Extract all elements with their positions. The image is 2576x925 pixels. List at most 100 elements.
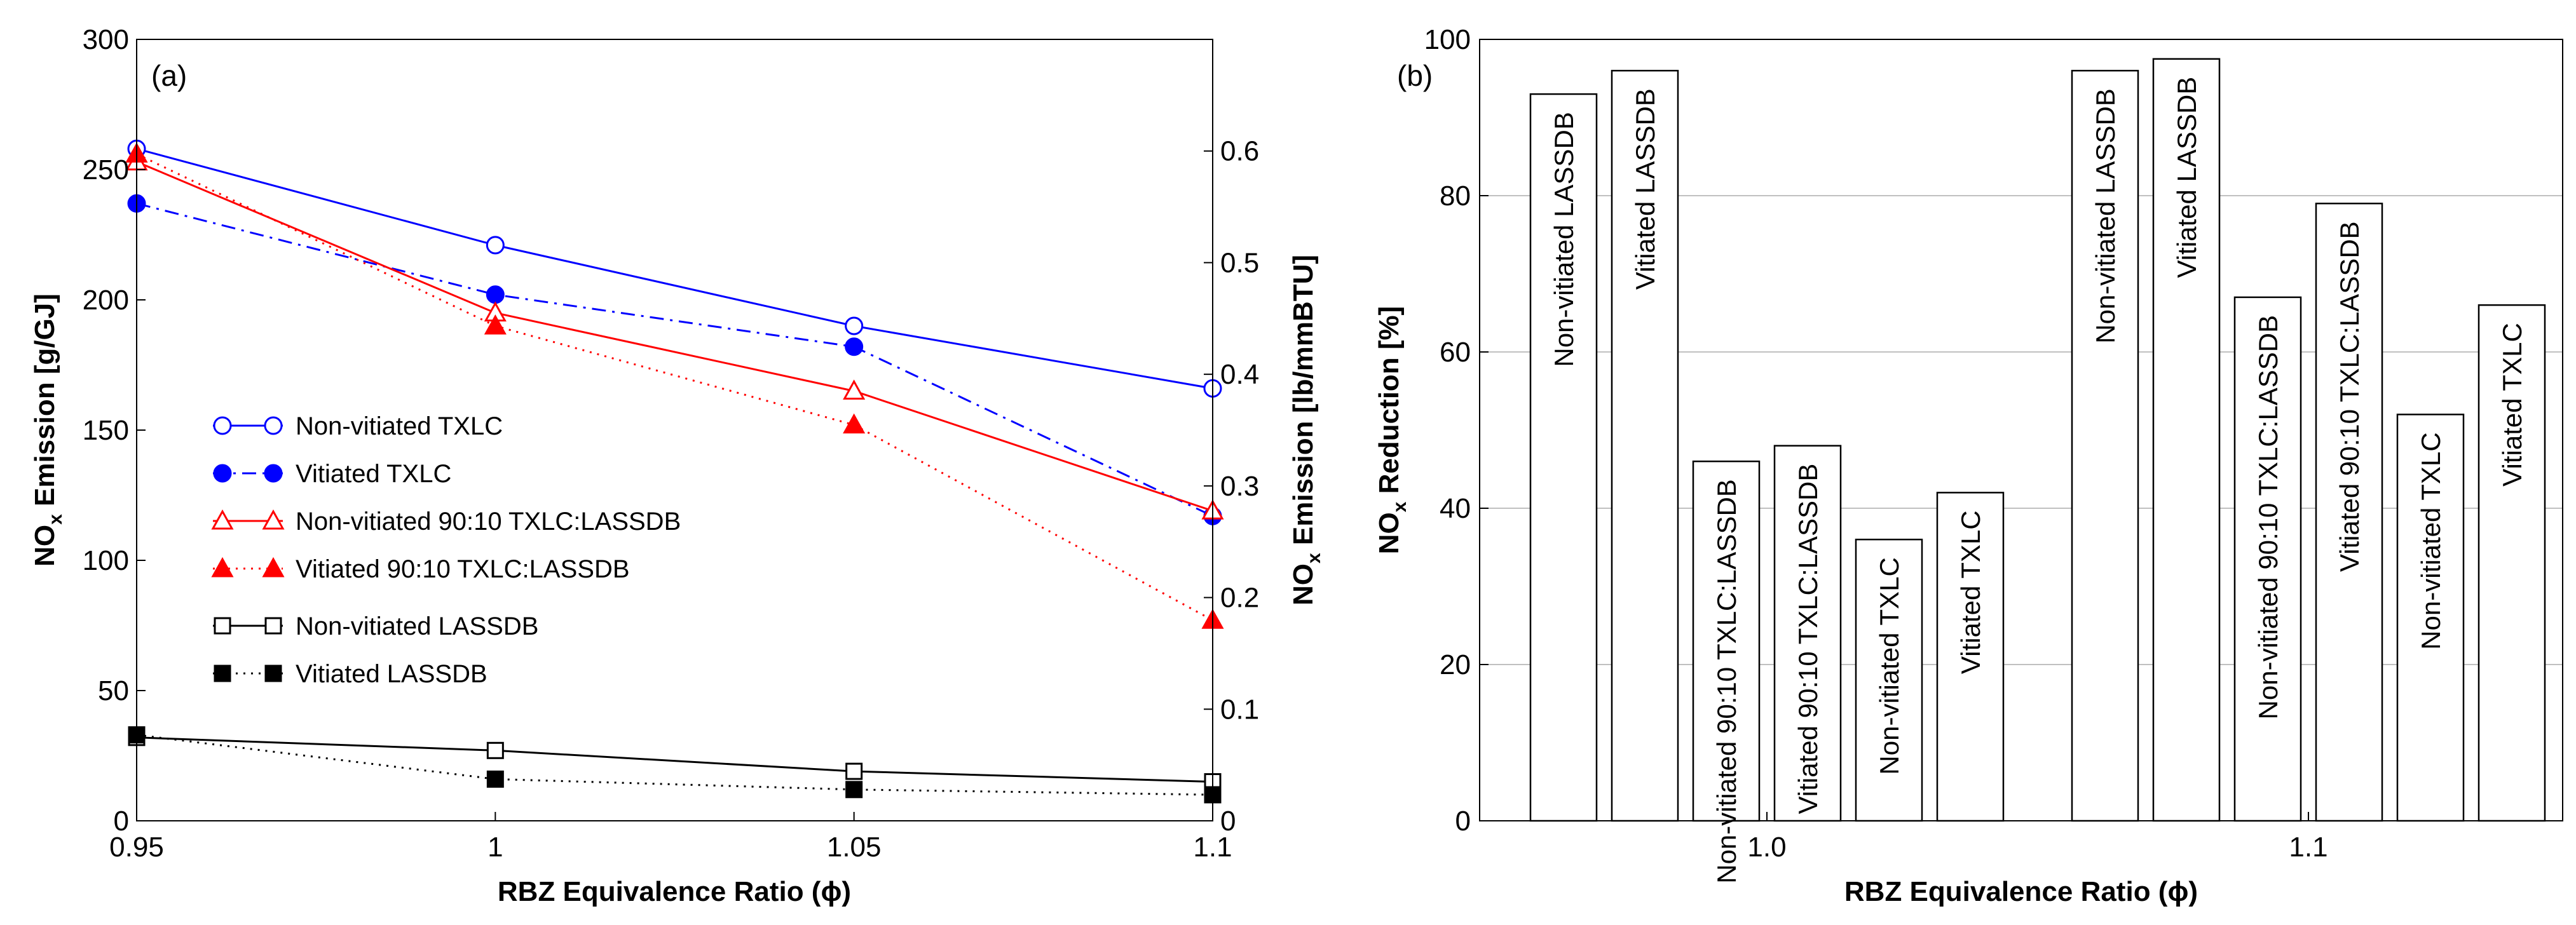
data-point bbox=[845, 316, 864, 335]
legend-label: Non-vitiated TXLC bbox=[296, 412, 503, 440]
chart-b-frame bbox=[1479, 39, 2563, 821]
y-tick-label: 40 bbox=[1440, 493, 1471, 524]
y-tick-label-right: 0.2 bbox=[1220, 583, 1259, 614]
chart-b-y-axis-label: NOx Reduction [%] bbox=[1373, 306, 1410, 555]
y-tick-label: 0 bbox=[1455, 806, 1471, 837]
bar bbox=[2233, 296, 2302, 822]
legend-marker bbox=[264, 416, 283, 435]
bar bbox=[2396, 414, 2465, 822]
legend-item: Non-vitiated 90:10 TXLC:LASSDB bbox=[211, 508, 681, 536]
legend-item: Vitiated TXLC bbox=[213, 460, 451, 488]
bar-label: Vitiated 90:10 TXLC:LASSDB bbox=[2334, 221, 2364, 572]
y-tick-label: 100 bbox=[1424, 24, 1471, 55]
x-tick-label: 0.95 bbox=[109, 832, 164, 863]
bar-label: Vitiated TXLC bbox=[2497, 323, 2527, 487]
data-point bbox=[486, 236, 505, 255]
legend-marker bbox=[214, 665, 231, 682]
bar-label: Non-vitiated LASSDB bbox=[1549, 112, 1579, 367]
y-tick-label-right: 0.6 bbox=[1220, 136, 1259, 167]
legend-marker bbox=[211, 509, 234, 530]
chart-a-x-axis-label: RBZ Equivalence Ratio (ϕ) bbox=[498, 876, 851, 907]
bar-label: Vitiated LASSDB bbox=[2172, 77, 2202, 278]
y-tick-label-left: 100 bbox=[83, 545, 129, 576]
bar bbox=[1936, 492, 2005, 822]
series-line bbox=[136, 147, 1213, 389]
bar-label: Non-vitiated TXLC bbox=[2416, 432, 2446, 649]
y-tick-label-right: 0.1 bbox=[1220, 694, 1259, 725]
data-point bbox=[486, 285, 505, 304]
y-tick-label-left: 0 bbox=[114, 806, 129, 837]
data-point bbox=[486, 741, 504, 759]
y-tick-label: 20 bbox=[1440, 649, 1471, 680]
legend-marker bbox=[213, 464, 232, 483]
y-tick-label-right: 0.4 bbox=[1220, 359, 1259, 390]
chart-b-panel-label: (b) bbox=[1397, 59, 1433, 92]
legend-item: Non-vitiated LASSDB bbox=[213, 612, 538, 640]
legend-marker bbox=[264, 464, 283, 483]
y-tick-label-right: 0.3 bbox=[1220, 471, 1259, 502]
legend-marker bbox=[262, 509, 285, 530]
legend-item: Non-vitiated TXLC bbox=[213, 412, 503, 440]
y-tick-label: 60 bbox=[1440, 337, 1471, 368]
bar-label: Non-vitiated 90:10 TXLC:LASSDB bbox=[1712, 479, 1741, 884]
y-tick-label: 80 bbox=[1440, 180, 1471, 212]
bar-label: Vitiated LASSDB bbox=[1630, 88, 1660, 290]
legend-marker bbox=[211, 557, 234, 577]
legend-marker bbox=[262, 557, 285, 577]
x-tick-label: 1.0 bbox=[1747, 832, 1786, 863]
y-tick-label-left: 250 bbox=[83, 154, 129, 186]
bar-label: Vitiated TXLC bbox=[1956, 510, 1986, 674]
data-point bbox=[484, 314, 507, 335]
bar-label: Non-vitiated TXLC bbox=[1874, 557, 1904, 774]
legend-label: Vitiated TXLC bbox=[296, 460, 451, 488]
legend-label: Non-vitiated 90:10 TXLC:LASSDB bbox=[296, 508, 681, 536]
y-tick-label-left: 150 bbox=[83, 415, 129, 446]
y-tick-label-left: 50 bbox=[98, 675, 129, 706]
series-line bbox=[136, 161, 1213, 512]
series-line bbox=[136, 202, 1213, 517]
y-tick-label-right: 0.5 bbox=[1220, 247, 1259, 278]
y-tick-label-left: 300 bbox=[83, 24, 129, 55]
x-tick-label: 1.05 bbox=[827, 832, 882, 863]
chart-a-panel-label: (a) bbox=[151, 59, 187, 92]
bar bbox=[1611, 69, 1679, 822]
bar-label: Vitiated 90:10 TXLC:LASSDB bbox=[1793, 464, 1823, 814]
legend-label: Vitiated 90:10 TXLC:LASSDB bbox=[296, 555, 630, 583]
chart-a-legend: Non-vitiated TXLC Vitiated TXLC Non-vitiat… bbox=[211, 412, 681, 688]
bar bbox=[2477, 304, 2546, 822]
legend-item: Vitiated 90:10 TXLC:LASSDB bbox=[211, 555, 630, 583]
chart-a: 0 50 100 150 200 250 300 0 0.1 0.2 0.3 0.4 0.5 0.6 0.9… bbox=[29, 24, 1325, 907]
data-point bbox=[843, 379, 866, 400]
bar bbox=[2315, 203, 2383, 822]
bar bbox=[1855, 538, 1923, 822]
legend-marker bbox=[264, 617, 282, 635]
data-point bbox=[845, 781, 863, 799]
legend-label: Non-vitiated LASSDB bbox=[296, 612, 538, 640]
chart-a-y-axis-label-left: NOx Emission [g/GJ] bbox=[29, 294, 66, 567]
y-tick-label-left: 200 bbox=[83, 285, 129, 316]
series-line bbox=[136, 736, 1213, 783]
bar-label: Non-vitiated 90:10 TXLC:LASSDB bbox=[2253, 315, 2283, 720]
legend-item: Vitiated LASSDB bbox=[213, 660, 487, 688]
legend-marker bbox=[214, 617, 231, 635]
chart-a-y-axis-label-right: NOx Emission [lb/mmBTU] bbox=[1288, 255, 1325, 605]
chart-b: Non-vitiated LASSDB Vitiated LASSDB Non-vi… bbox=[1373, 24, 2563, 907]
bar-label: Non-vitiated LASSDB bbox=[2090, 88, 2120, 344]
x-tick-label: 1.1 bbox=[2289, 832, 2327, 863]
bar bbox=[2152, 58, 2221, 822]
bar bbox=[1529, 93, 1598, 822]
x-tick-label: 1 bbox=[487, 832, 503, 863]
legend-marker bbox=[213, 416, 232, 435]
data-point bbox=[845, 337, 864, 356]
legend-label: Vitiated LASSDB bbox=[296, 660, 487, 688]
x-tick-label: 1.1 bbox=[1193, 832, 1232, 863]
data-point bbox=[843, 413, 866, 434]
data-point bbox=[845, 762, 863, 780]
bar bbox=[2071, 69, 2139, 822]
series-line bbox=[136, 153, 1213, 621]
chart-b-x-axis-label: RBZ Equivalence Ratio (ϕ) bbox=[1844, 876, 2198, 907]
y-tick-label-right: 0 bbox=[1220, 806, 1236, 837]
data-point bbox=[486, 770, 504, 788]
legend-marker bbox=[264, 665, 282, 682]
